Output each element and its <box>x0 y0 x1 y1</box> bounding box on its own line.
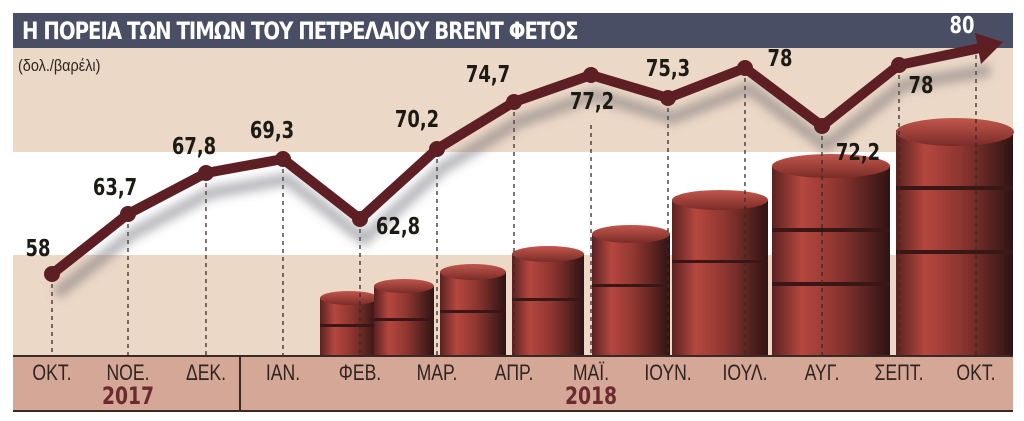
data-point <box>583 67 599 83</box>
title-bar <box>13 13 1013 48</box>
x-tick-label: ΜΑΡ. <box>416 360 458 385</box>
value-label-feb-2018: 62,8 <box>375 214 421 240</box>
x-tick-label: ΦΕΒ. <box>338 360 382 385</box>
value-label-aug-2018: 72,2 <box>835 140 881 166</box>
value-label-nov-2017: 63,7 <box>92 175 138 201</box>
data-point <box>429 141 445 157</box>
value-label-may-2018: 77,2 <box>569 89 615 115</box>
barrel-icon <box>672 190 768 356</box>
value-label-sep-2018: 78 <box>908 73 934 99</box>
x-tick-label: ΣΕΠΤ. <box>874 360 924 385</box>
barrel-icon <box>592 225 670 356</box>
barrel-icon <box>320 291 378 356</box>
data-point <box>814 118 830 134</box>
value-label-apr-2018: 74,7 <box>465 62 511 88</box>
data-point <box>120 206 136 222</box>
value-label-dec-2017: 67,8 <box>171 134 217 160</box>
drop-lines <box>51 55 977 355</box>
unit-label: (δολ./βαρέλι) <box>18 56 101 75</box>
barrel-icon <box>512 246 584 356</box>
x-tick-label: ΑΥΓ. <box>804 360 840 385</box>
data-point <box>891 57 907 73</box>
data-point <box>352 211 368 227</box>
year-label-2018: 2018 <box>564 382 618 410</box>
value-label-oct-2017: 58 <box>25 236 51 262</box>
data-points <box>44 57 907 282</box>
value-label-jul-2018: 78 <box>767 46 793 72</box>
x-tick-label: ΟΚΤ. <box>32 360 72 385</box>
data-point <box>198 165 214 181</box>
data-point <box>660 90 676 106</box>
x-tick-label: ΟΚΤ. <box>956 360 996 385</box>
barrel-icon <box>440 264 506 356</box>
barrel-icon <box>772 154 890 356</box>
barrel-icon <box>896 118 1014 356</box>
data-point <box>506 94 522 110</box>
data-point <box>275 151 291 167</box>
x-tick-label: ΙΑΝ. <box>265 360 301 385</box>
chart-title: Η ΠΟΡΕΙΑ ΤΩΝ ΤΙΜΩΝ ΤΟΥ ΠΕΤΡΕΛΑΙΟΥ BRENT … <box>22 17 579 45</box>
oil-barrels-illustration <box>320 118 1014 356</box>
arrow-head-icon <box>975 33 1003 64</box>
data-point <box>44 266 60 282</box>
data-point <box>737 60 753 76</box>
x-tick-label: ΝΟΕ. <box>106 360 150 385</box>
x-tick-label: ΜΑΪ. <box>572 360 610 385</box>
value-label-oct-2018: 80 <box>949 13 975 39</box>
x-tick-label: ΔΕΚ. <box>185 360 227 385</box>
x-tick-label: ΙΟΥΝ. <box>644 360 692 385</box>
line-shadow <box>52 64 992 299</box>
year-label-2017: 2017 <box>101 382 155 410</box>
barrel-icon <box>374 279 434 356</box>
value-label-mar-2018: 70,2 <box>394 107 440 133</box>
x-tick-label: ΙΟΥΛ. <box>722 360 768 385</box>
value-label-jan-2018: 69,3 <box>249 118 295 144</box>
x-axis-strip <box>13 355 1013 412</box>
x-tick-label: ΑΠΡ. <box>494 360 534 385</box>
value-label-jun-2018: 75,3 <box>645 56 691 82</box>
year-divider <box>239 355 241 412</box>
